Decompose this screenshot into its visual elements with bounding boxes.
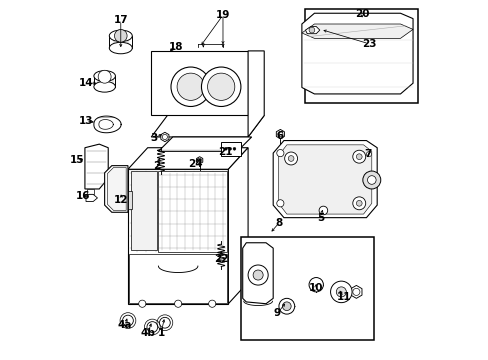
Circle shape [284, 152, 297, 165]
Text: 3: 3 [150, 133, 158, 143]
Polygon shape [247, 51, 264, 137]
Polygon shape [107, 167, 126, 211]
Circle shape [98, 70, 111, 83]
Text: 18: 18 [169, 42, 183, 52]
Circle shape [276, 149, 284, 157]
Polygon shape [131, 171, 156, 250]
Ellipse shape [94, 71, 115, 81]
Polygon shape [128, 191, 131, 209]
Circle shape [122, 315, 133, 326]
Text: 20: 20 [354, 9, 368, 19]
Circle shape [228, 147, 231, 150]
Circle shape [197, 158, 201, 162]
Circle shape [147, 321, 158, 332]
Circle shape [208, 300, 215, 307]
Ellipse shape [109, 30, 132, 41]
Bar [241, 237, 373, 339]
Text: 10: 10 [308, 283, 323, 293]
Text: 9: 9 [273, 309, 281, 318]
Circle shape [352, 288, 359, 296]
Circle shape [352, 197, 365, 210]
Polygon shape [86, 194, 97, 202]
Circle shape [177, 73, 204, 100]
Circle shape [174, 300, 182, 307]
Polygon shape [276, 130, 284, 139]
Polygon shape [129, 253, 227, 303]
Text: 13: 13 [79, 116, 93, 126]
Polygon shape [301, 24, 412, 39]
Circle shape [224, 147, 227, 150]
Polygon shape [85, 144, 108, 189]
Polygon shape [242, 243, 273, 304]
Circle shape [114, 30, 127, 42]
Polygon shape [151, 51, 247, 116]
Text: 24: 24 [188, 159, 202, 169]
Text: 8: 8 [275, 218, 282, 228]
Text: 2: 2 [153, 161, 160, 171]
Text: 4b: 4b [140, 328, 155, 338]
Polygon shape [158, 171, 226, 252]
Polygon shape [278, 145, 371, 214]
Circle shape [277, 131, 283, 137]
Bar [221, 142, 241, 156]
Circle shape [247, 265, 267, 285]
Text: 21: 21 [218, 147, 233, 157]
Ellipse shape [94, 81, 115, 92]
Text: 1: 1 [157, 328, 164, 338]
Circle shape [253, 270, 263, 280]
Circle shape [330, 281, 351, 303]
Circle shape [366, 152, 371, 157]
Polygon shape [301, 13, 412, 94]
Circle shape [356, 201, 362, 206]
Circle shape [362, 171, 380, 189]
Polygon shape [273, 140, 376, 218]
Polygon shape [104, 166, 128, 212]
Text: 17: 17 [113, 15, 128, 26]
Polygon shape [350, 285, 361, 298]
Text: 6: 6 [276, 131, 284, 141]
Circle shape [139, 300, 145, 307]
Circle shape [207, 73, 234, 100]
Bar [304, 9, 418, 103]
Polygon shape [128, 169, 228, 304]
Circle shape [282, 302, 290, 311]
Polygon shape [196, 157, 203, 164]
Polygon shape [364, 149, 372, 159]
Text: 19: 19 [215, 10, 230, 20]
Circle shape [276, 200, 284, 207]
Circle shape [171, 67, 210, 107]
Circle shape [162, 134, 167, 140]
Text: 12: 12 [114, 195, 128, 205]
Polygon shape [128, 148, 247, 169]
Polygon shape [305, 27, 319, 34]
Circle shape [308, 27, 314, 33]
Polygon shape [161, 132, 168, 141]
Polygon shape [228, 148, 247, 304]
Circle shape [159, 318, 170, 328]
Circle shape [356, 154, 362, 159]
Text: 23: 23 [361, 39, 375, 49]
Text: 5: 5 [316, 213, 324, 222]
Circle shape [352, 150, 365, 163]
Text: 22: 22 [214, 254, 228, 264]
Text: 16: 16 [76, 191, 90, 201]
Text: 14: 14 [79, 78, 93, 88]
Text: 11: 11 [336, 292, 351, 302]
Circle shape [336, 287, 346, 297]
Circle shape [233, 147, 235, 150]
Circle shape [287, 156, 293, 161]
Circle shape [308, 278, 323, 292]
Text: 15: 15 [69, 155, 84, 165]
Circle shape [201, 67, 241, 107]
Text: 7: 7 [364, 149, 371, 159]
Circle shape [319, 206, 327, 215]
Circle shape [367, 176, 375, 184]
Text: 4a: 4a [118, 320, 132, 330]
Polygon shape [151, 116, 264, 137]
Ellipse shape [109, 42, 132, 54]
Polygon shape [86, 189, 94, 194]
Circle shape [278, 298, 294, 314]
Polygon shape [158, 137, 251, 151]
